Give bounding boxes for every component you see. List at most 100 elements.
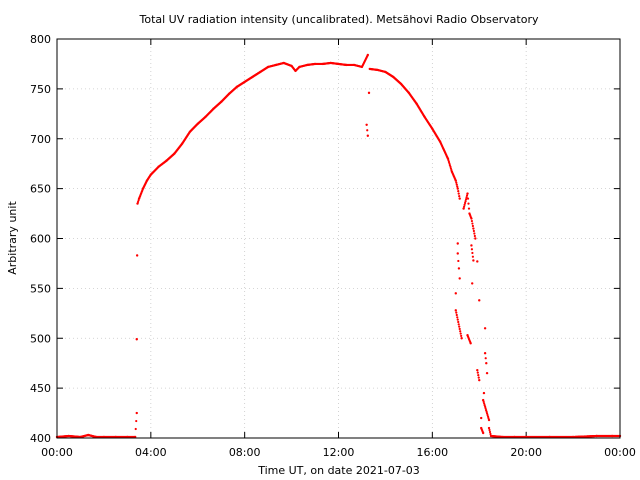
data-point xyxy=(458,325,461,328)
x-tick-label: 04:00 xyxy=(135,446,167,459)
data-point xyxy=(463,203,466,206)
x-tick-label: 08:00 xyxy=(229,446,261,459)
data-point xyxy=(487,426,491,430)
data-point xyxy=(471,222,474,225)
data-point xyxy=(476,368,479,372)
data-point xyxy=(458,327,461,331)
data-point xyxy=(454,292,457,295)
data-point xyxy=(467,202,470,205)
data-point xyxy=(480,416,483,420)
data-point xyxy=(134,427,137,431)
data-point xyxy=(470,217,473,220)
data-point xyxy=(469,342,472,345)
data-point xyxy=(456,252,459,255)
data-point xyxy=(456,318,459,321)
data-point xyxy=(456,187,459,190)
axis-ticks: 400 450 500 550 600 650 700 750 800 00:00 04:00 08:… xyxy=(30,33,636,459)
data-point xyxy=(477,376,480,379)
data-point xyxy=(470,244,473,247)
x-tick-label: 00:00 xyxy=(604,446,636,459)
data-point xyxy=(463,201,467,205)
data-point xyxy=(483,327,487,330)
data-point xyxy=(484,405,487,408)
y-tick-label: 700 xyxy=(30,133,51,146)
data-point xyxy=(455,181,458,184)
data-point xyxy=(456,316,459,319)
data-point xyxy=(135,254,139,257)
data-point xyxy=(476,371,479,374)
data-point xyxy=(484,408,488,412)
chart-title: Total UV radiation intensity (uncalibrat… xyxy=(139,13,539,26)
data-point xyxy=(472,259,475,262)
data-point xyxy=(483,403,486,407)
data-point xyxy=(488,430,492,434)
x-tick-label: 00:00 xyxy=(41,446,73,459)
data-point xyxy=(476,260,479,263)
data-point xyxy=(474,237,477,240)
data-point xyxy=(460,334,463,338)
data-point xyxy=(456,242,459,245)
data-point xyxy=(459,332,462,335)
data-point xyxy=(472,227,475,230)
data-point xyxy=(460,337,463,340)
data-point xyxy=(459,330,462,333)
data-point xyxy=(470,219,474,223)
data-point xyxy=(457,323,460,326)
data-point xyxy=(483,352,487,355)
data-point xyxy=(457,259,460,263)
data-point xyxy=(485,371,489,375)
data-point xyxy=(486,413,489,417)
y-axis-label: Arbitrary unit xyxy=(6,201,19,275)
data-point xyxy=(485,412,489,415)
y-tick-label: 500 xyxy=(30,332,51,345)
data-point xyxy=(458,195,461,198)
data-point xyxy=(458,197,461,200)
data-point xyxy=(454,179,457,182)
data-point xyxy=(471,282,474,285)
y-tick-label: 400 xyxy=(30,432,51,445)
data-point xyxy=(465,194,469,197)
data-point xyxy=(457,190,460,193)
data-point xyxy=(135,419,138,423)
data-point xyxy=(484,357,487,360)
data-point xyxy=(135,411,138,415)
data-point xyxy=(472,229,475,233)
data-point xyxy=(464,198,468,201)
y-tick-label: 750 xyxy=(30,83,51,96)
data-point xyxy=(477,374,480,377)
data-point xyxy=(473,232,476,235)
data-point xyxy=(484,407,487,410)
y-tick-label: 550 xyxy=(30,282,51,295)
data-point xyxy=(482,400,485,403)
data-point xyxy=(471,255,474,258)
data-point xyxy=(454,309,457,312)
data-point xyxy=(466,192,469,195)
data-point xyxy=(471,224,474,228)
data-point xyxy=(458,277,461,280)
data-point xyxy=(367,91,371,95)
y-tick-label: 450 xyxy=(30,382,51,395)
y-tick-label: 650 xyxy=(30,183,51,196)
data-point xyxy=(473,234,476,238)
data-point xyxy=(366,53,370,57)
data-point xyxy=(457,192,460,195)
data-point xyxy=(478,378,481,382)
data-point xyxy=(457,320,460,324)
data-point xyxy=(463,205,466,208)
data-point xyxy=(135,338,138,341)
x-tick-label: 16:00 xyxy=(416,446,448,459)
data-point xyxy=(481,431,485,435)
y-tick-label: 800 xyxy=(30,33,51,46)
data-point xyxy=(365,123,368,126)
y-tick-label: 600 xyxy=(30,233,51,246)
data-point xyxy=(487,418,491,422)
data-point xyxy=(456,185,459,188)
data-point xyxy=(483,402,486,405)
plot-frame xyxy=(56,38,621,439)
data-point xyxy=(467,207,471,210)
data-point xyxy=(488,428,491,432)
x-tick-label: 12:00 xyxy=(323,446,355,459)
data-point xyxy=(471,251,474,255)
data-point xyxy=(455,183,458,186)
